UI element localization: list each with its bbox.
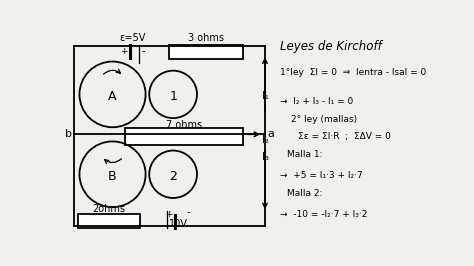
Text: I₂: I₂ bbox=[262, 135, 268, 146]
Text: -: - bbox=[186, 207, 190, 218]
Text: B: B bbox=[108, 170, 117, 183]
Bar bbox=[125, 128, 243, 145]
Text: 7 ohms: 7 ohms bbox=[166, 120, 202, 130]
Bar bbox=[78, 214, 140, 227]
Text: a: a bbox=[267, 129, 274, 139]
Text: 2ohms: 2ohms bbox=[92, 204, 125, 214]
Text: →  +5 = I₁·3 + I₂·7: → +5 = I₁·3 + I₂·7 bbox=[280, 171, 363, 180]
Bar bbox=[169, 45, 243, 59]
Text: ε=5V: ε=5V bbox=[119, 33, 146, 43]
Text: Malla 2:: Malla 2: bbox=[287, 189, 322, 198]
Text: →  I₂ + I₃ - I₁ = 0: → I₂ + I₃ - I₁ = 0 bbox=[280, 97, 353, 106]
Text: Malla 1:: Malla 1: bbox=[287, 150, 322, 159]
Text: 10V: 10V bbox=[169, 219, 188, 230]
Text: A: A bbox=[108, 90, 117, 103]
Text: 1: 1 bbox=[169, 90, 177, 103]
Text: 3 ohms: 3 ohms bbox=[188, 33, 224, 43]
Text: -: - bbox=[141, 46, 145, 56]
Text: I₁: I₁ bbox=[262, 92, 268, 101]
Text: I₃: I₃ bbox=[262, 152, 268, 162]
Text: 2° ley (mallas): 2° ley (mallas) bbox=[291, 115, 357, 124]
Text: →  -10 = -I₂·7 + I₃·2: → -10 = -I₂·7 + I₃·2 bbox=[280, 210, 367, 219]
Text: b: b bbox=[65, 129, 72, 139]
Text: +: + bbox=[165, 210, 173, 219]
Text: 1°ley  ΣI = 0  ⇒  Ientra - Isal = 0: 1°ley ΣI = 0 ⇒ Ientra - Isal = 0 bbox=[280, 68, 426, 77]
Text: 2: 2 bbox=[169, 170, 177, 183]
Text: Leyes de Kirchoff: Leyes de Kirchoff bbox=[280, 40, 382, 53]
Text: Σε = ΣI·R  ;  ΣΔV = 0: Σε = ΣI·R ; ΣΔV = 0 bbox=[298, 132, 391, 141]
Text: +: + bbox=[120, 47, 128, 56]
